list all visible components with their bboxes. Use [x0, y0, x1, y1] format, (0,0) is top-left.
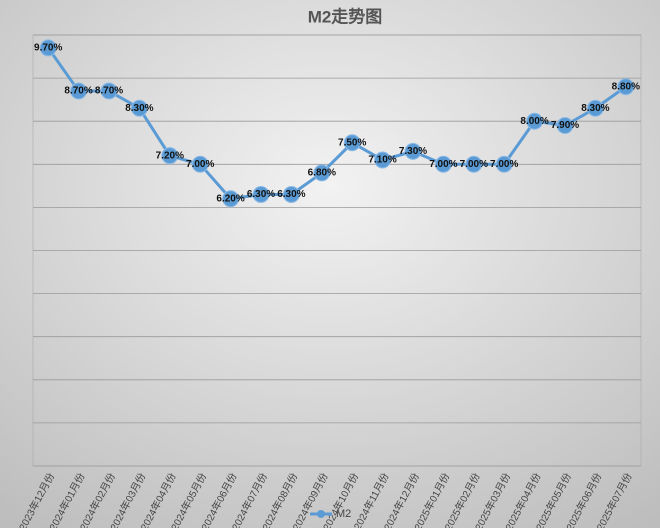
data-label: 7.00%: [186, 159, 214, 170]
chart-title: M2走势图: [308, 6, 383, 26]
marker: [526, 112, 544, 130]
marker: [70, 82, 88, 100]
data-label: 8.30%: [581, 103, 609, 114]
marker: [465, 155, 483, 173]
line: [46, 47, 627, 201]
legend-marker: [317, 510, 325, 518]
marker: [191, 155, 209, 173]
data-label: 7.00%: [429, 159, 457, 170]
marker: [617, 78, 635, 96]
data-label: 7.00%: [460, 159, 488, 170]
data-label: 9.70%: [34, 43, 62, 54]
marker: [252, 185, 270, 203]
data-label: 7.10%: [368, 155, 396, 166]
data-label: 8.80%: [612, 81, 640, 92]
marker: [313, 164, 331, 182]
data-label: 7.50%: [338, 137, 366, 148]
marker: [222, 190, 240, 208]
data-label: 7.90%: [551, 120, 579, 131]
marker: [404, 142, 422, 160]
marker: [586, 99, 604, 117]
data-label: 7.30%: [399, 146, 427, 157]
marker: [343, 134, 361, 152]
data-label: 6.30%: [247, 189, 275, 200]
marker: [556, 117, 574, 135]
data-label: 6.30%: [277, 189, 305, 200]
marker: [130, 99, 148, 117]
marker: [374, 151, 392, 169]
marker: [161, 147, 179, 165]
data-label: 8.70%: [64, 86, 92, 97]
marker: [495, 155, 513, 173]
data-label: 6.20%: [216, 193, 244, 204]
marker: [434, 155, 452, 173]
marker: [39, 39, 57, 57]
data-label: 8.70%: [95, 86, 123, 97]
data-label: 8.00%: [520, 116, 548, 127]
legend-label: M2: [336, 508, 351, 520]
data-label: 6.80%: [308, 168, 336, 179]
marker: [100, 82, 118, 100]
data-label: 7.00%: [490, 159, 518, 170]
data-label: 8.30%: [125, 103, 153, 114]
marker: [282, 185, 300, 203]
data-label: 7.20%: [156, 150, 184, 161]
